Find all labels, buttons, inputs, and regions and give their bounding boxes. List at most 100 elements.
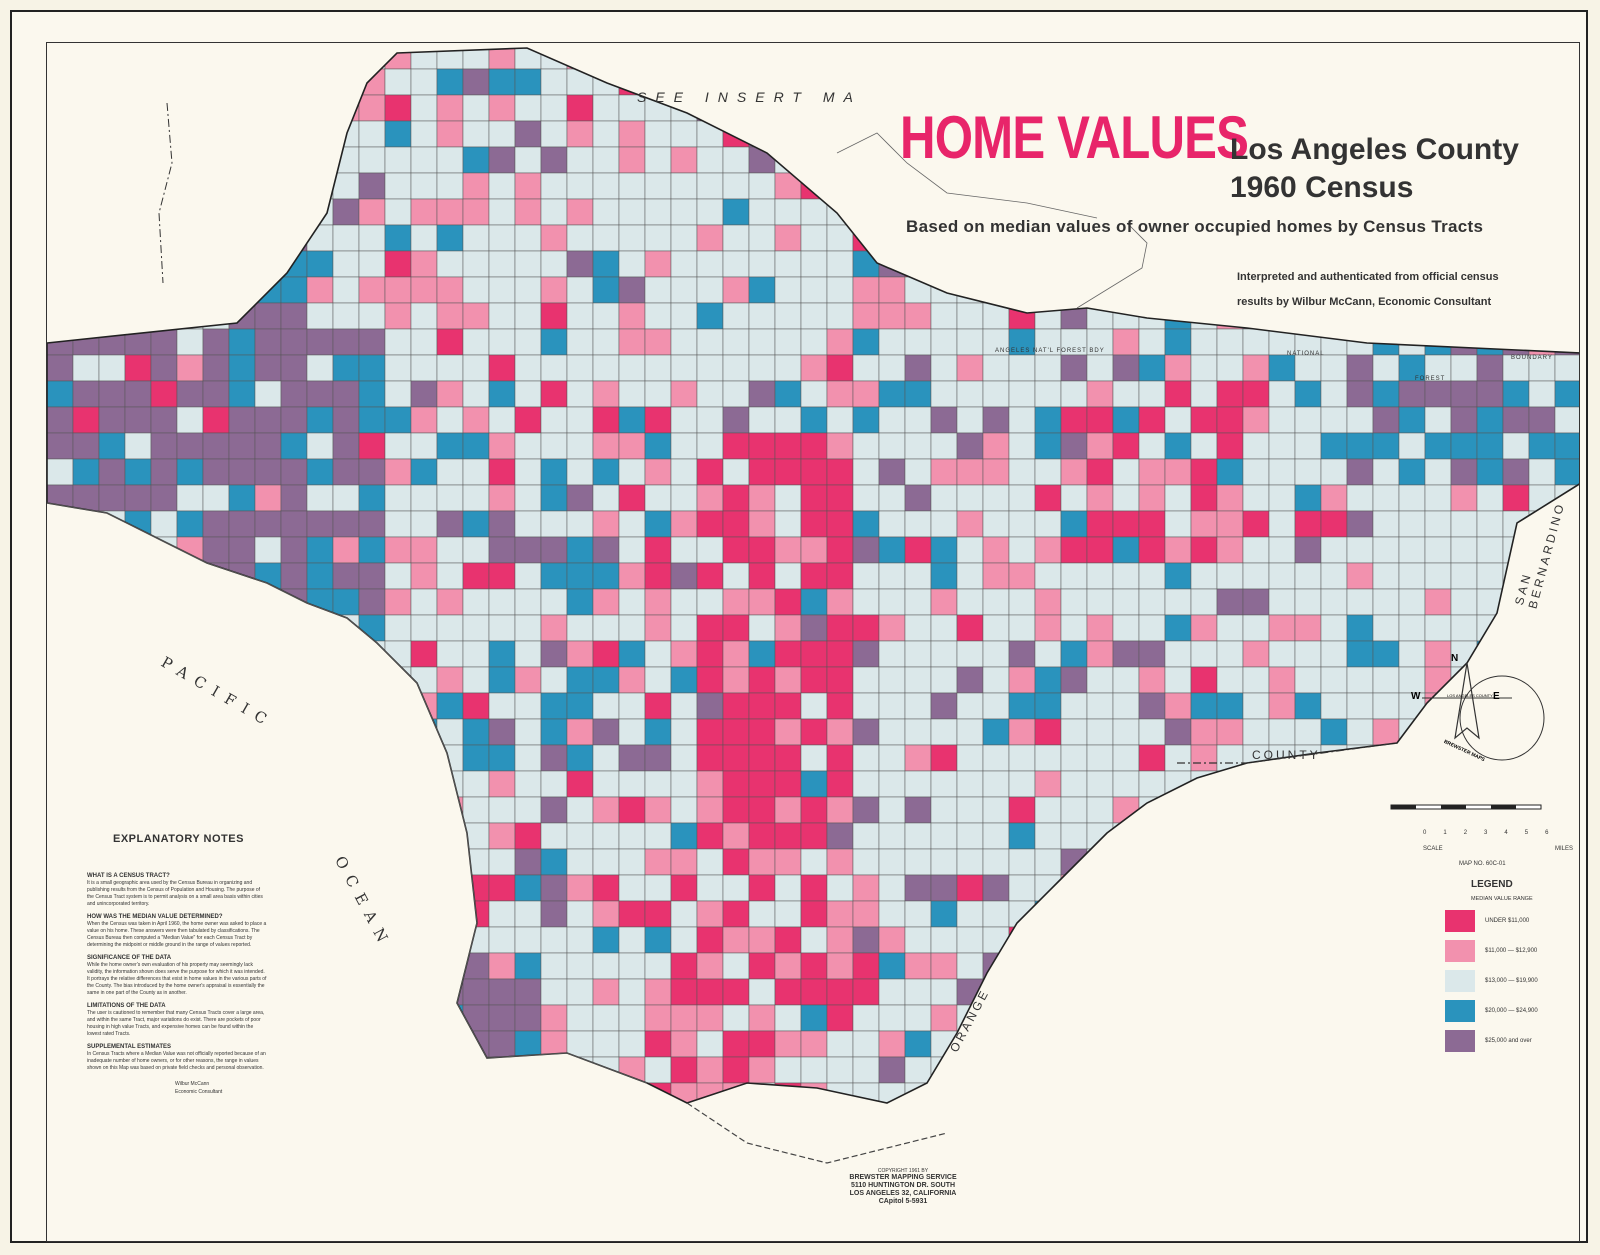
- census-tract: [1554, 1056, 1579, 1084]
- census-tract: [1424, 484, 1452, 512]
- census-tract: [878, 640, 906, 668]
- census-tract: [904, 68, 932, 96]
- census-tract: [1294, 978, 1322, 1006]
- census-tract: [462, 354, 490, 382]
- census-tract: [592, 250, 620, 278]
- census-tract: [1398, 770, 1426, 798]
- census-tract: [644, 692, 672, 720]
- census-tract: [618, 614, 646, 642]
- census-tract: [644, 1004, 672, 1032]
- census-tract: [514, 48, 542, 70]
- census-tract: [124, 94, 152, 122]
- census-tract: [956, 874, 984, 902]
- census-tract: [852, 926, 880, 954]
- census-tract: [488, 536, 516, 564]
- census-tract: [1398, 1004, 1426, 1032]
- census-tract: [1372, 484, 1400, 512]
- census-tract: [696, 822, 724, 850]
- census-tract: [1450, 328, 1478, 356]
- census-tract: [1268, 614, 1296, 642]
- census-tract: [1060, 848, 1088, 876]
- census-tract: [228, 744, 256, 772]
- census-tract: [1294, 952, 1322, 980]
- census-tract: [280, 172, 308, 200]
- census-tract: [566, 68, 594, 96]
- census-tract: [1503, 1109, 1529, 1135]
- notes-heading: EXPLANATORY NOTES: [113, 833, 244, 845]
- census-tract: [852, 770, 880, 798]
- census-tract: [696, 718, 724, 746]
- census-tract: [696, 250, 724, 278]
- census-tract: [852, 1004, 880, 1032]
- census-tract: [670, 614, 698, 642]
- census-tract: [1554, 536, 1579, 564]
- census-tract: [774, 510, 802, 538]
- census-tract: [1268, 796, 1296, 824]
- census-tract: [1060, 718, 1088, 746]
- census-tract: [930, 458, 958, 486]
- census-tract: [644, 328, 672, 356]
- census-tract: [592, 744, 620, 772]
- census-tract: [1242, 510, 1270, 538]
- census-tract: [956, 380, 984, 408]
- census-tract: [852, 848, 880, 876]
- census-tract: [1190, 770, 1218, 798]
- census-tract: [1320, 484, 1348, 512]
- census-tract: [1112, 380, 1140, 408]
- census-tract: [1138, 926, 1166, 954]
- compass-inset-label: LOS ANGELES COUNTY: [1447, 693, 1493, 698]
- census-tract: [124, 250, 152, 278]
- census-tract: [1008, 562, 1036, 590]
- census-tract: [358, 458, 386, 486]
- copyright-line-3: 5110 HUNTINGTON DR. SOUTH: [850, 1182, 956, 1189]
- census-tract: [1268, 822, 1296, 850]
- census-tract: [1502, 458, 1530, 486]
- census-tract: [47, 1030, 74, 1058]
- census-tract: [1190, 354, 1218, 382]
- census-tract: [1320, 692, 1348, 720]
- census-tract: [1346, 48, 1374, 70]
- census-tract: [852, 952, 880, 980]
- census-tract: [1320, 1030, 1348, 1058]
- census-tract: [904, 172, 932, 200]
- census-tract: [1554, 276, 1579, 304]
- census-tract: [1216, 1082, 1244, 1103]
- census-tract: [956, 1082, 984, 1103]
- census-tract: [514, 172, 542, 200]
- census-tract: [540, 198, 568, 226]
- census-tract: [670, 666, 698, 694]
- census-tract: [1060, 250, 1088, 278]
- census-tract: [202, 588, 230, 616]
- census-tract: [930, 250, 958, 278]
- census-tract: [722, 328, 750, 356]
- census-tract: [150, 172, 178, 200]
- census-tract: [1034, 250, 1062, 278]
- census-tract: [878, 510, 906, 538]
- census-tract: [956, 770, 984, 798]
- census-tract: [1294, 718, 1322, 746]
- census-tract: [930, 406, 958, 434]
- census-tract: [826, 1030, 854, 1058]
- census-tract: [800, 588, 828, 616]
- census-tract: [1034, 354, 1062, 382]
- census-tract: [774, 120, 802, 148]
- census-tract: [332, 796, 360, 824]
- census-tract: [306, 614, 334, 642]
- census-tract: [1139, 1135, 1165, 1161]
- census-tract: [332, 926, 360, 954]
- census-tract: [1294, 614, 1322, 642]
- census-tract: [696, 614, 724, 642]
- census-tract: [1372, 926, 1400, 954]
- census-tract: [644, 120, 672, 148]
- census-tract: [592, 978, 620, 1006]
- census-tract: [410, 978, 438, 1006]
- census-tract: [592, 484, 620, 512]
- census-tract: [592, 276, 620, 304]
- census-tract: [47, 172, 74, 200]
- census-tract: [1164, 822, 1192, 850]
- census-tract: [436, 718, 464, 746]
- census-tract: [410, 874, 438, 902]
- census-tract: [1268, 536, 1296, 564]
- census-tract: [99, 1135, 125, 1161]
- census-tract: [801, 1109, 827, 1135]
